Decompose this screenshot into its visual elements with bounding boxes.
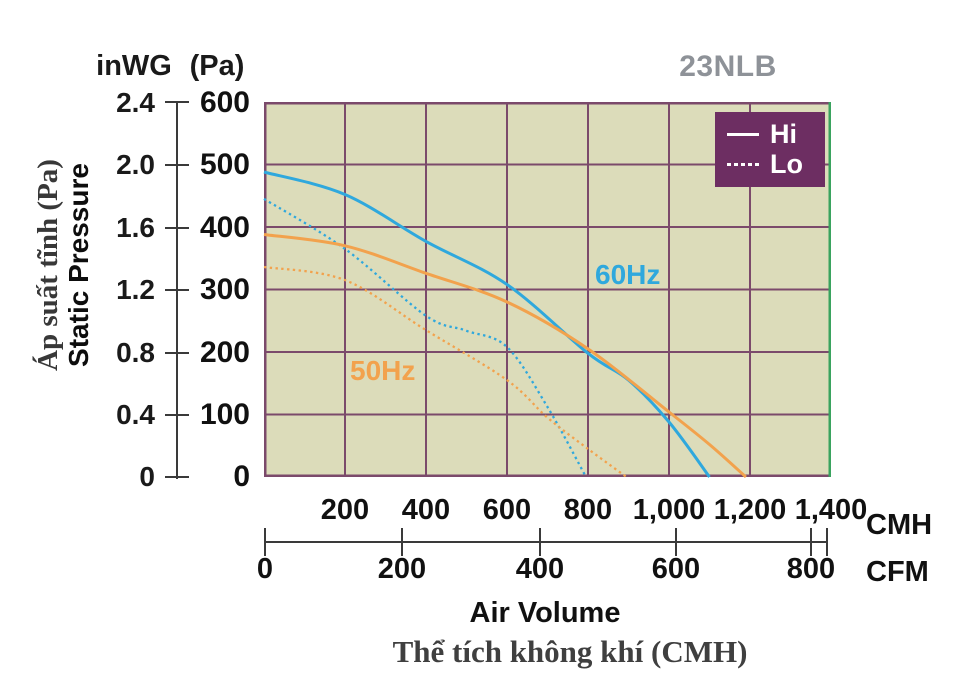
cfm-axis-line xyxy=(265,541,828,543)
y-axis-tick xyxy=(165,414,189,416)
cfm-unit-label: CFM xyxy=(866,556,929,588)
cfm-tick-label: 600 xyxy=(651,553,701,585)
pa-tick-label: 400 xyxy=(199,211,250,244)
cmh-tick-label: 600 xyxy=(482,494,532,526)
pa-tick-label: 100 xyxy=(199,398,250,431)
pa-tick-label: 500 xyxy=(199,148,250,181)
y-axis-tick xyxy=(165,164,189,166)
cfm-tick-label: 0 xyxy=(256,553,274,585)
legend-label-hi: Hi xyxy=(770,119,797,149)
cmh-tick-label: 200 xyxy=(320,494,370,526)
annotation-50hz: 50Hz xyxy=(350,355,416,386)
plot-border xyxy=(264,102,831,477)
x-axis-label-english: Air Volume xyxy=(469,597,621,629)
pa-tick-label: 600 xyxy=(199,86,250,119)
cfm-axis-tick xyxy=(401,528,403,556)
cfm-axis-tick xyxy=(675,528,677,556)
curve-50hz-lo xyxy=(263,265,628,478)
inwg-tick-label: 1.2 xyxy=(116,274,155,305)
cfm-axis-end-tick xyxy=(826,528,828,556)
y-unit-inwg: inWG xyxy=(96,50,172,82)
x-axis-label-vietnamese: Thể tích không khí (CMH) xyxy=(392,634,748,669)
cfm-axis-tick xyxy=(539,528,541,556)
inwg-tick-label: 0.4 xyxy=(116,399,155,430)
cmh-unit-label: CMH xyxy=(866,509,933,541)
cmh-tick-label: 1,400 xyxy=(794,494,868,526)
y-axis-tick xyxy=(165,227,189,229)
annotation-60hz: 60Hz xyxy=(595,259,661,290)
cfm-tick-label: 200 xyxy=(377,553,427,585)
inwg-tick-label: 1.6 xyxy=(116,212,155,243)
inwg-tick-label: 2.0 xyxy=(116,149,155,180)
y-axis-label-vietnamese: Áp suất tĩnh (Pa) xyxy=(32,159,64,371)
curve-60hz-hi xyxy=(263,170,711,478)
solid-line-swatch xyxy=(727,132,759,136)
pa-tick-label: 200 xyxy=(199,336,250,369)
cfm-tick-label: 400 xyxy=(515,553,565,585)
cmh-tick-label: 800 xyxy=(563,494,613,526)
pa-tick-label: 300 xyxy=(199,273,250,306)
inwg-tick-label: 0 xyxy=(139,461,155,492)
dotted-line-swatch xyxy=(727,162,761,166)
y-unit-pa: (Pa) xyxy=(189,50,245,82)
cfm-axis-tick xyxy=(264,528,266,556)
curve-60hz-lo xyxy=(263,197,588,478)
page-title: 23NLB xyxy=(679,50,777,83)
pa-tick-label: 0 xyxy=(233,460,250,493)
inwg-tick-label: 0.8 xyxy=(116,337,155,368)
legend: Hi Lo xyxy=(715,112,825,187)
y-axis-tick xyxy=(165,352,189,354)
curve-50hz-hi xyxy=(263,233,747,479)
legend-label-lo: Lo xyxy=(770,149,803,179)
legend-row-lo: Lo xyxy=(727,149,825,179)
legend-row-hi: Hi xyxy=(727,119,825,149)
cfm-tick-label: 800 xyxy=(786,553,836,585)
cmh-tick-label: 400 xyxy=(401,494,451,526)
y-axis-tick xyxy=(165,476,189,478)
cfm-axis-tick xyxy=(810,528,812,556)
y-axis-tick xyxy=(165,101,189,103)
performance-curves xyxy=(263,170,747,479)
cmh-tick-label: 1,000 xyxy=(632,494,706,526)
inwg-tick-label: 2.4 xyxy=(116,87,155,118)
y-axis-tick xyxy=(165,289,189,291)
cmh-tick-label: 1,200 xyxy=(713,494,787,526)
